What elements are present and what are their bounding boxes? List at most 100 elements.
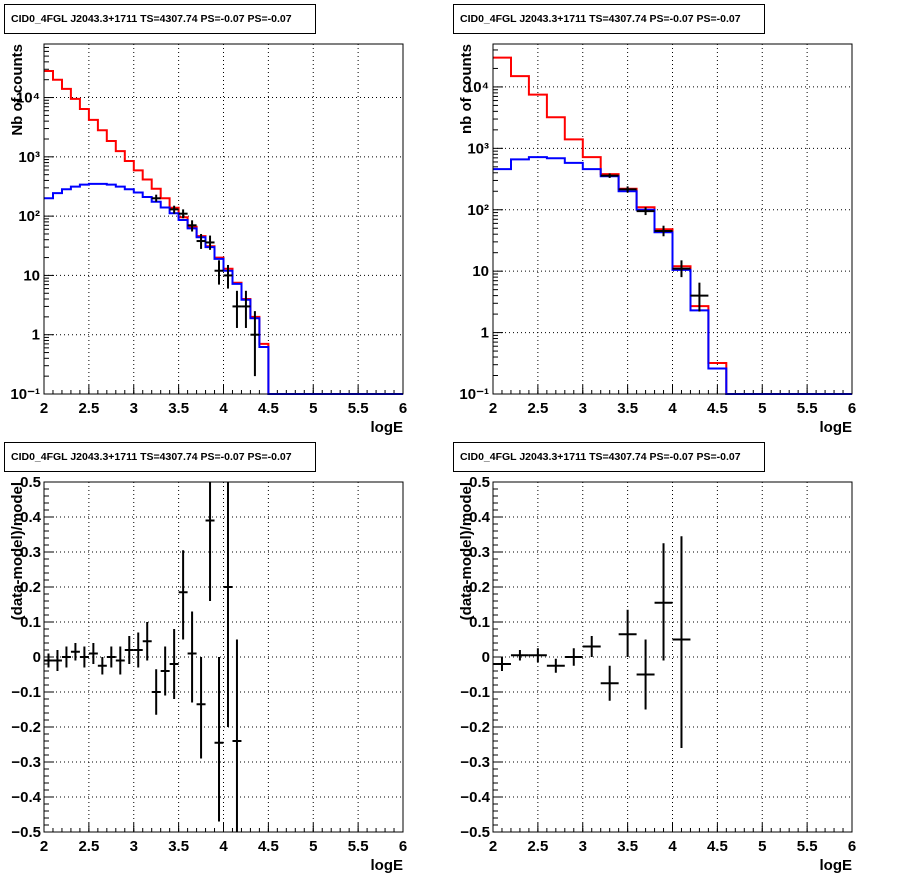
data-point: [70, 643, 80, 661]
x-tick-label: 2.5: [78, 838, 99, 855]
data-point: [636, 207, 655, 216]
x-tick-label: 3: [579, 400, 587, 417]
y-tick-label: 0.3: [20, 544, 41, 561]
x-tick-label: 4.5: [707, 838, 728, 855]
y-tick-label: 10³: [467, 140, 489, 157]
data-point: [52, 650, 62, 671]
y-tick-label: 10⁻¹: [459, 386, 489, 403]
data-point: [214, 657, 224, 822]
y-tick-label: −0.3: [11, 754, 41, 771]
y-axis-label: (data-model)/model: [9, 482, 26, 620]
x-tick-label: 3: [130, 838, 138, 855]
x-tick-label: 4: [219, 400, 228, 417]
y-tick-label: 0.5: [20, 474, 41, 491]
y-tick-label: 0.4: [20, 509, 42, 526]
data-point: [151, 669, 161, 715]
y-tick-label: −0.1: [11, 684, 41, 701]
data-point: [672, 536, 691, 748]
plot-title: CID0_4FGL J2043.3+1711 TS=4307.74 PS=-0.…: [453, 442, 765, 472]
y-axis-label: nb of counts: [458, 44, 475, 134]
x-tick-label: 4: [668, 838, 677, 855]
plot-frame: [492, 43, 853, 395]
data-point: [142, 622, 152, 661]
x-tick-label: 3.5: [617, 400, 638, 417]
x-tick-label: 2: [489, 838, 497, 855]
data-point: [582, 636, 601, 657]
x-tick-label: 4: [668, 400, 677, 417]
data-point: [178, 209, 188, 219]
plot-title: CID0_4FGL J2043.3+1711 TS=4307.74 PS=-0.…: [453, 4, 765, 34]
data-point: [510, 650, 529, 661]
x-tick-label: 3: [130, 400, 138, 417]
data-point: [187, 220, 197, 232]
data-point: [196, 233, 206, 249]
y-tick-label: −0.2: [11, 719, 41, 736]
data-point: [187, 611, 197, 703]
x-tick-label: 3.5: [168, 400, 189, 417]
x-tick-label: 5.5: [348, 838, 369, 855]
y-tick-label: 10⁴: [465, 79, 489, 96]
x-tick-label: 5: [758, 838, 766, 855]
x-tick-label: 6: [848, 400, 856, 417]
y-tick-label: 10⁴: [16, 90, 40, 107]
data-point: [654, 225, 673, 237]
data-point: [250, 311, 260, 377]
data-point: [223, 264, 233, 289]
counts-panel-fine-bins: 2 2.5 3 3.5 4 4.5 5 5.5 6 10⁻¹ 1 10 10² 10³ 10⁴ logE Nb …: [0, 0, 449, 437]
x-tick-label: 5: [758, 400, 766, 417]
x-tick-label: 6: [399, 838, 407, 855]
y-tick-label: 0.3: [469, 544, 490, 561]
y-tick-label: 10²: [467, 202, 489, 219]
residual-plot-svg: 2 2.5 3 3.5 4 4.5 5 5.5 6 −0.5 −0.4 −0.3 −0.2 −0.1 0 0.…: [9, 474, 407, 874]
x-tick-label: 4.5: [258, 838, 279, 855]
y-tick-label: 0.5: [469, 474, 490, 491]
x-tick-label: 2: [40, 400, 48, 417]
x-tick-label: 4: [219, 838, 228, 855]
data-point: [44, 653, 53, 668]
y-tick-label: −0.1: [460, 684, 490, 701]
x-tick-label: 5: [309, 400, 317, 417]
x-tick-label: 5: [309, 838, 317, 855]
data-point: [493, 657, 511, 671]
data-point: [636, 639, 655, 710]
data-point: [564, 648, 583, 666]
residual-plot-svg: 2 2.5 3 3.5 4 4.5 5 5.5 6 −0.5 −0.4 −0.3 −0.2 −0.1 0 0.…: [458, 474, 856, 874]
x-tick-label: 3.5: [617, 838, 638, 855]
data-point: [97, 657, 107, 675]
data-point: [169, 629, 179, 699]
y-tick-label: 10²: [18, 208, 40, 225]
data-point: [600, 173, 619, 178]
plot-frame: [43, 43, 404, 395]
x-tick-label: 2.5: [527, 400, 548, 417]
counts-plot-svg: 2 2.5 3 3.5 4 4.5 5 5.5 6 10⁻¹ 1 10 10² 10³ 10⁴ logE nb …: [458, 43, 856, 436]
counts-plot-svg: 2 2.5 3 3.5 4 4.5 5 5.5 6 10⁻¹ 1 10 10² 10³ 10⁴ logE Nb …: [9, 43, 407, 436]
data-point: [618, 609, 637, 657]
data-point: [223, 482, 233, 727]
y-tick-label: 1: [32, 327, 40, 344]
x-tick-label: 2.5: [527, 838, 548, 855]
y-tick-label: 0: [482, 649, 490, 666]
x-tick-label: 5.5: [348, 400, 369, 417]
data-point: [528, 648, 547, 663]
y-tick-label: −0.4: [460, 789, 490, 806]
counts-panel-coarse-bins: 2 2.5 3 3.5 4 4.5 5 5.5 6 10⁻¹ 1 10 10² 10³ 10⁴ logE nb …: [449, 0, 898, 437]
y-tick-label: 0.2: [469, 579, 490, 596]
residual-panel-coarse-bins: 2 2.5 3 3.5 4 4.5 5 5.5 6 −0.5 −0.4 −0.3 −0.2 −0.1 0 0.…: [449, 438, 898, 875]
x-tick-label: 3: [579, 838, 587, 855]
data-point: [214, 260, 224, 285]
data-point: [241, 290, 251, 328]
x-tick-label: 2.5: [78, 400, 99, 417]
x-tick-label: 6: [399, 400, 407, 417]
y-axis-label: (data-model)/model: [458, 482, 475, 620]
data-point: [79, 646, 89, 668]
x-tick-label: 6: [848, 838, 856, 855]
x-axis-label: logE: [820, 419, 853, 436]
y-tick-label: 0.1: [20, 614, 41, 631]
x-axis-label: logE: [820, 857, 853, 874]
data-point: [151, 194, 161, 202]
plot-title: CID0_4FGL J2043.3+1711 TS=4307.74 PS=-0.…: [4, 4, 316, 34]
plot-title: CID0_4FGL J2043.3+1711 TS=4307.74 PS=-0.…: [4, 442, 316, 472]
data-point: [169, 205, 179, 214]
x-axis-label: logE: [371, 857, 404, 874]
plot-frame: [492, 481, 853, 833]
